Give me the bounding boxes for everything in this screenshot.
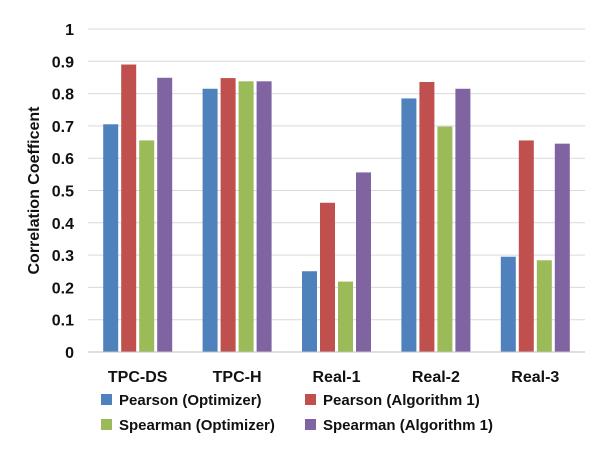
y-axis-title: Correlation Coefficent (26, 106, 43, 275)
x-tick-label: Real-2 (412, 369, 460, 386)
y-tick-label: 0.7 (52, 119, 74, 136)
legend-label: Pearson (Algorithm 1) (323, 392, 480, 409)
bar (121, 64, 137, 352)
bar (320, 202, 335, 352)
y-tick-label: 0.1 (52, 313, 74, 330)
y-tick-label: 1 (65, 22, 74, 39)
bar (139, 140, 155, 352)
bar (338, 281, 353, 352)
legend-label: Spearman (Algorithm 1) (323, 417, 493, 434)
y-tick-label: 0.6 (52, 151, 74, 168)
bar (157, 77, 173, 352)
legend: Pearson (Optimizer) Pearson (Algorithm 1)… (101, 392, 493, 434)
bar (256, 81, 272, 353)
legend-label: Pearson (Optimizer) (119, 392, 262, 409)
bar (103, 124, 119, 352)
y-tick-label: 0.3 (52, 248, 74, 265)
y-tick-label: 0 (65, 345, 74, 362)
bar (455, 88, 471, 352)
bar (437, 126, 453, 353)
y-tick-label: 0.4 (52, 216, 74, 233)
bar (220, 78, 236, 352)
bar (238, 81, 254, 353)
axes: 0 0.1 0.2 0.3 0.4 0.5 0.6 0.7 0.8 0.9 1 TPC-DS TPC-H… (52, 22, 585, 386)
legend-swatch (305, 394, 316, 405)
bar (356, 172, 371, 352)
legend-label: Spearman (Optimizer) (119, 417, 275, 434)
y-tick-label: 0.8 (52, 87, 74, 104)
x-tick-label: Real-1 (312, 369, 360, 386)
bar (554, 143, 570, 352)
bar (536, 260, 552, 352)
bar (401, 98, 417, 352)
x-tick-label: TPC-DS (108, 369, 168, 386)
bar (518, 140, 534, 352)
y-tick-label: 0.2 (52, 280, 74, 297)
x-tick-label: Real-3 (511, 369, 559, 386)
bar (500, 256, 516, 352)
legend-swatch (101, 394, 112, 405)
bar (202, 88, 218, 352)
x-tick-label: TPC-H (213, 369, 262, 386)
y-tick-label: 0.5 (52, 184, 74, 201)
legend-swatch (305, 419, 316, 430)
bar (302, 271, 317, 352)
bar (419, 81, 435, 353)
y-tick-label: 0.9 (52, 54, 74, 71)
legend-swatch (101, 419, 112, 430)
bars (103, 64, 570, 353)
